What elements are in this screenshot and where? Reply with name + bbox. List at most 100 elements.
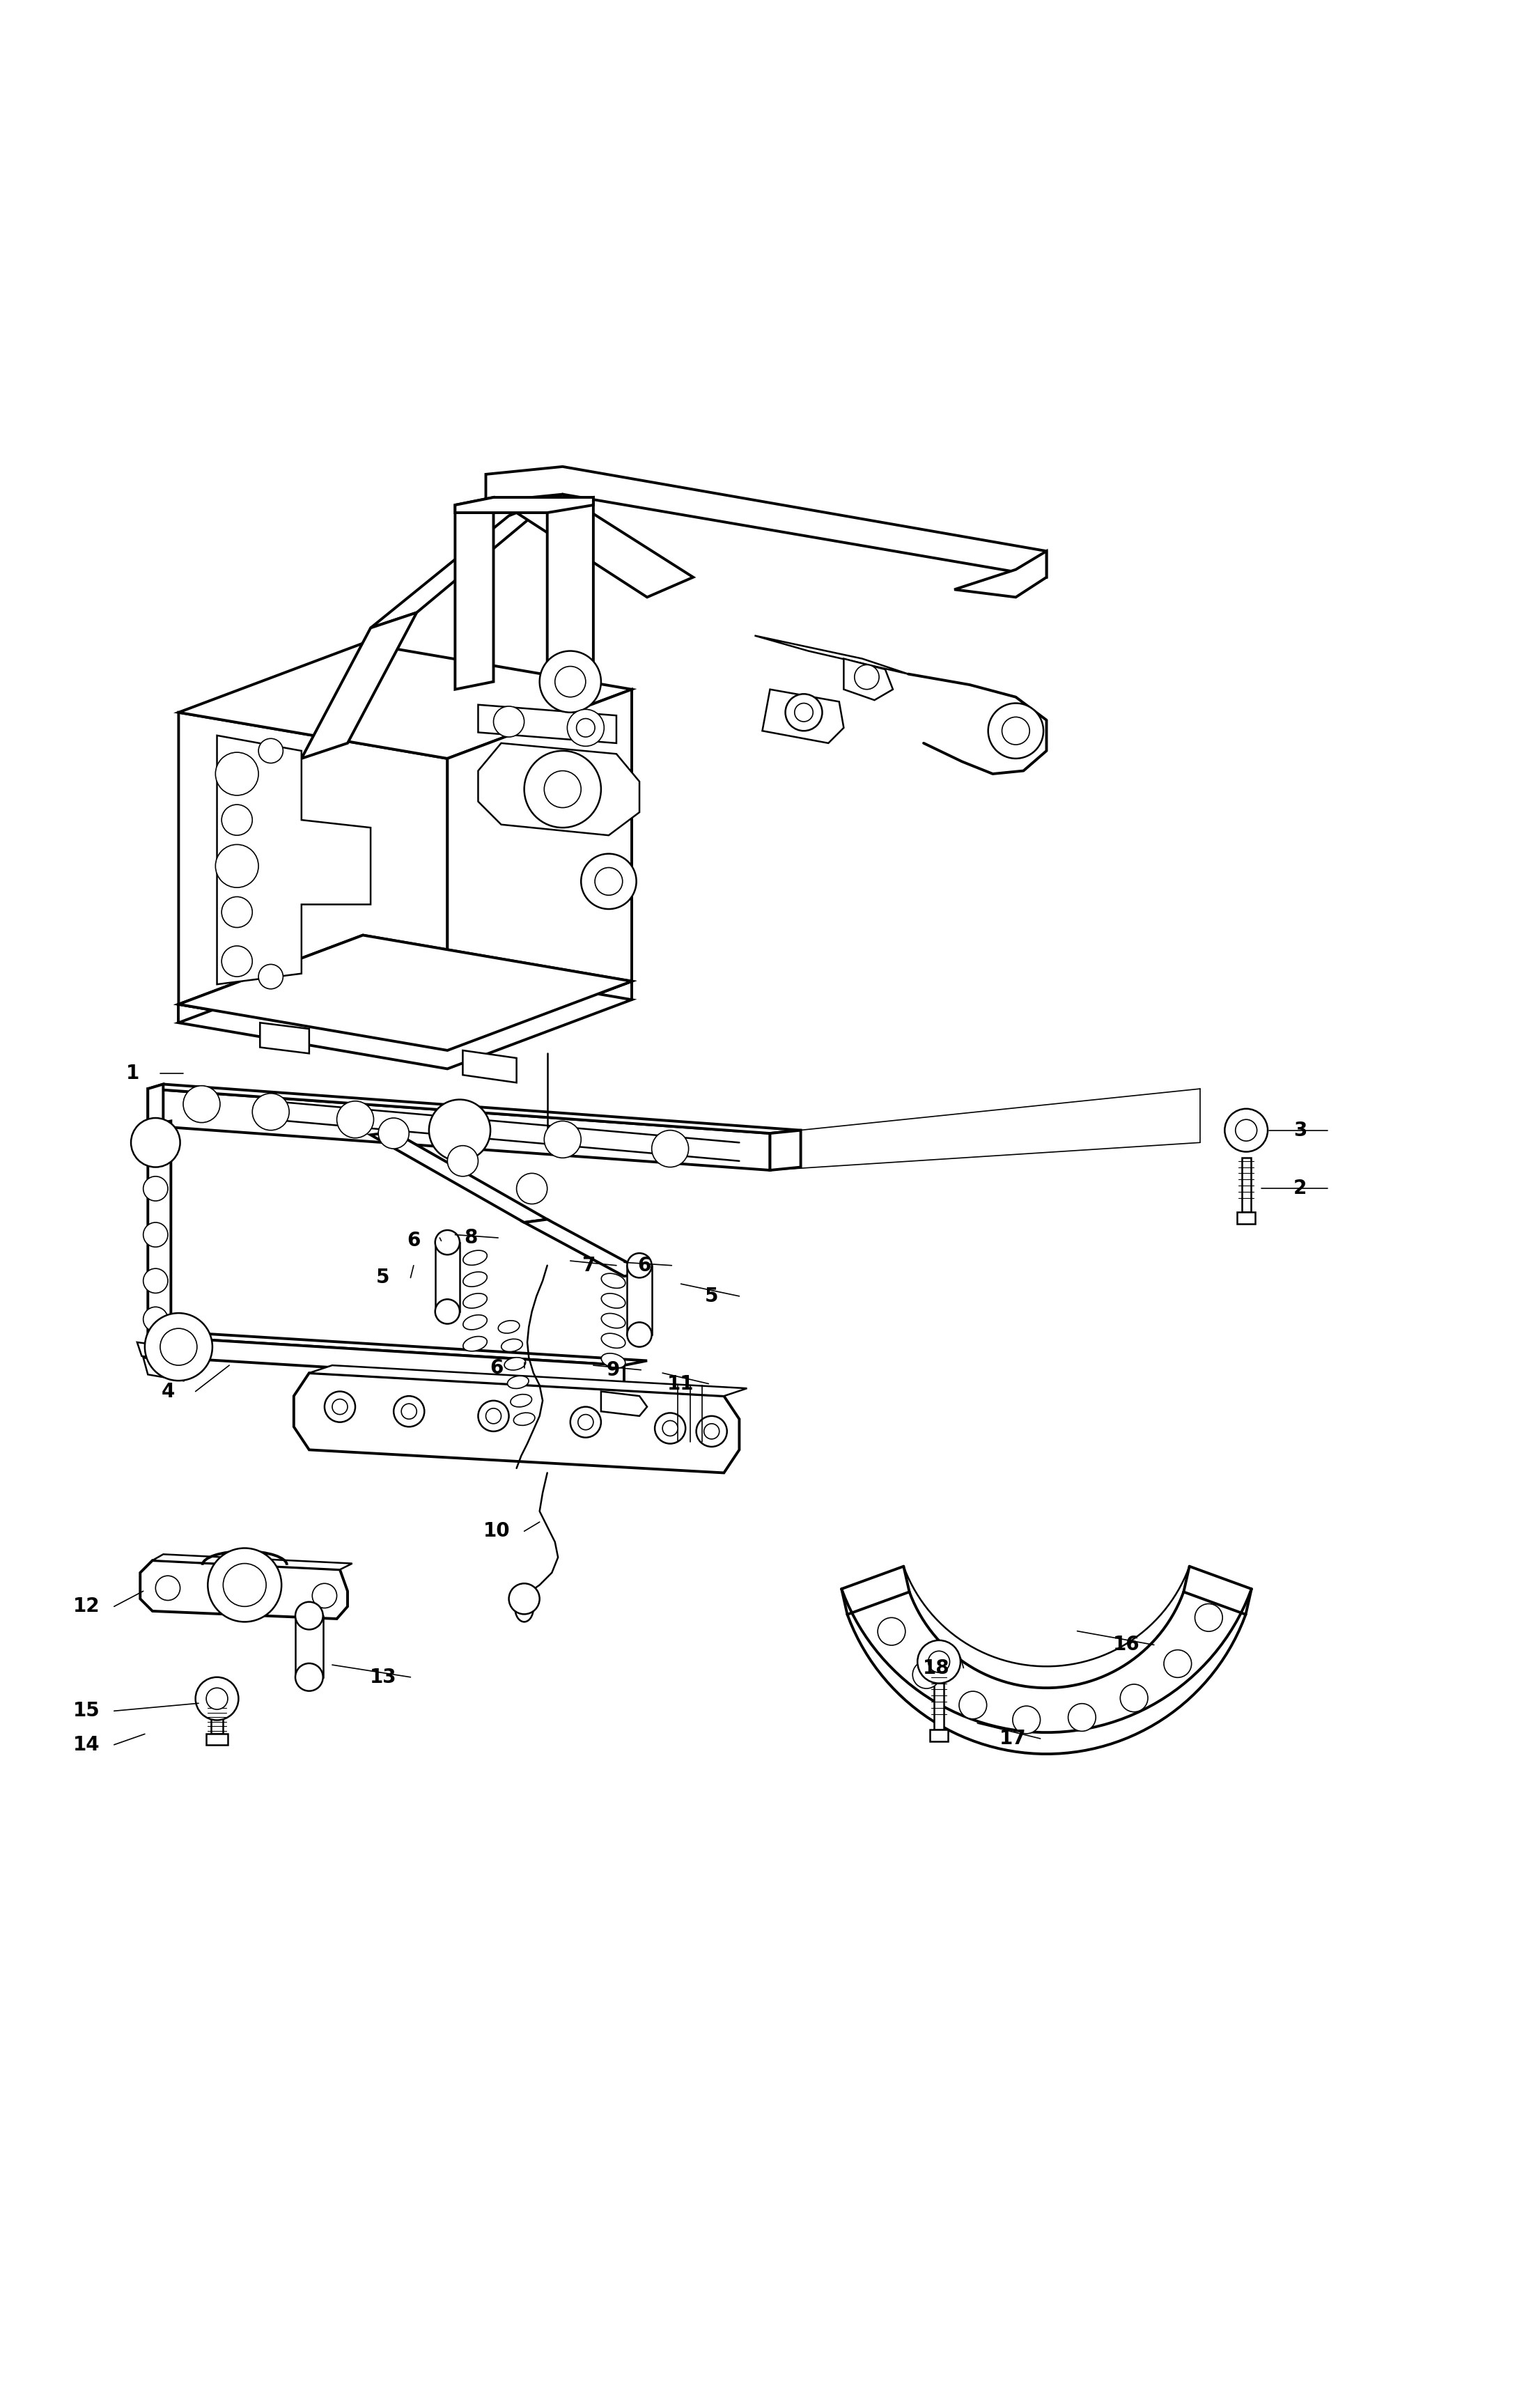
Polygon shape xyxy=(371,498,554,628)
Circle shape xyxy=(855,665,879,689)
Polygon shape xyxy=(137,1341,199,1363)
Polygon shape xyxy=(930,1729,949,1741)
Polygon shape xyxy=(464,1050,516,1084)
Ellipse shape xyxy=(464,1250,487,1264)
Ellipse shape xyxy=(502,1339,522,1351)
Circle shape xyxy=(145,1312,213,1380)
Polygon shape xyxy=(770,1129,801,1170)
Circle shape xyxy=(143,1129,168,1156)
Circle shape xyxy=(539,650,601,713)
Polygon shape xyxy=(148,1339,179,1363)
Text: 16: 16 xyxy=(1113,1635,1140,1654)
Polygon shape xyxy=(148,1088,770,1170)
Circle shape xyxy=(1164,1649,1192,1678)
Circle shape xyxy=(131,1117,180,1168)
Polygon shape xyxy=(143,1358,183,1380)
Circle shape xyxy=(333,1399,348,1413)
Circle shape xyxy=(1120,1683,1147,1712)
Text: 1: 1 xyxy=(126,1064,139,1084)
Polygon shape xyxy=(310,1365,747,1397)
Text: 5: 5 xyxy=(376,1269,390,1288)
Ellipse shape xyxy=(464,1315,487,1329)
Ellipse shape xyxy=(513,1413,534,1426)
Polygon shape xyxy=(456,498,493,689)
Circle shape xyxy=(795,703,813,722)
Polygon shape xyxy=(171,1339,624,1385)
Circle shape xyxy=(508,1584,539,1613)
Polygon shape xyxy=(477,744,639,836)
Circle shape xyxy=(143,1178,168,1202)
Circle shape xyxy=(785,694,822,732)
Polygon shape xyxy=(206,1734,228,1746)
Circle shape xyxy=(259,739,283,763)
Ellipse shape xyxy=(601,1312,625,1329)
Ellipse shape xyxy=(601,1293,625,1308)
Ellipse shape xyxy=(505,1358,525,1370)
Polygon shape xyxy=(601,1392,647,1416)
Text: 4: 4 xyxy=(162,1382,174,1401)
Polygon shape xyxy=(755,636,909,674)
Text: 3: 3 xyxy=(1294,1120,1307,1139)
Circle shape xyxy=(567,710,604,746)
Circle shape xyxy=(394,1397,425,1428)
Circle shape xyxy=(594,867,622,896)
Polygon shape xyxy=(217,734,371,985)
Ellipse shape xyxy=(499,1320,519,1334)
Text: 9: 9 xyxy=(607,1361,621,1380)
Circle shape xyxy=(216,751,259,795)
Text: 12: 12 xyxy=(72,1597,100,1616)
Polygon shape xyxy=(456,498,593,513)
Circle shape xyxy=(913,1662,941,1688)
Circle shape xyxy=(878,1618,906,1645)
Circle shape xyxy=(493,706,524,737)
Polygon shape xyxy=(211,1705,223,1734)
Circle shape xyxy=(627,1252,651,1279)
Circle shape xyxy=(337,1100,374,1139)
Polygon shape xyxy=(762,689,844,744)
Circle shape xyxy=(253,1093,290,1129)
Circle shape xyxy=(223,1563,266,1606)
Circle shape xyxy=(544,1122,581,1158)
Polygon shape xyxy=(1241,1158,1250,1211)
Circle shape xyxy=(654,1413,685,1445)
Circle shape xyxy=(379,1117,410,1149)
Ellipse shape xyxy=(464,1293,487,1308)
Polygon shape xyxy=(1237,1211,1255,1223)
Polygon shape xyxy=(179,643,631,759)
Text: 8: 8 xyxy=(464,1228,477,1247)
Polygon shape xyxy=(294,1373,739,1474)
Polygon shape xyxy=(296,1616,323,1676)
Polygon shape xyxy=(179,934,631,1050)
Circle shape xyxy=(578,1413,593,1430)
Text: 18: 18 xyxy=(922,1659,949,1678)
Circle shape xyxy=(222,946,253,978)
Circle shape xyxy=(485,1409,501,1423)
Circle shape xyxy=(651,1129,688,1168)
Circle shape xyxy=(1069,1702,1096,1731)
Polygon shape xyxy=(179,934,631,1050)
Circle shape xyxy=(208,1548,282,1623)
Polygon shape xyxy=(152,1553,353,1570)
Circle shape xyxy=(313,1584,337,1609)
Polygon shape xyxy=(260,1023,310,1052)
Circle shape xyxy=(1235,1120,1257,1141)
Circle shape xyxy=(437,1112,473,1149)
Circle shape xyxy=(222,804,253,836)
Circle shape xyxy=(929,1652,950,1674)
Polygon shape xyxy=(148,1084,163,1125)
Text: 2: 2 xyxy=(1294,1180,1307,1199)
Text: 11: 11 xyxy=(667,1375,695,1394)
Circle shape xyxy=(554,667,585,696)
Circle shape xyxy=(436,1300,460,1324)
Polygon shape xyxy=(140,1560,348,1618)
Circle shape xyxy=(143,1223,168,1247)
Circle shape xyxy=(704,1423,719,1440)
Ellipse shape xyxy=(464,1271,487,1286)
Circle shape xyxy=(1003,718,1030,744)
Text: 6: 6 xyxy=(638,1255,651,1276)
Ellipse shape xyxy=(601,1334,625,1348)
Polygon shape xyxy=(171,1334,647,1365)
Circle shape xyxy=(696,1416,727,1447)
Circle shape xyxy=(1013,1705,1041,1734)
Circle shape xyxy=(143,1269,168,1293)
